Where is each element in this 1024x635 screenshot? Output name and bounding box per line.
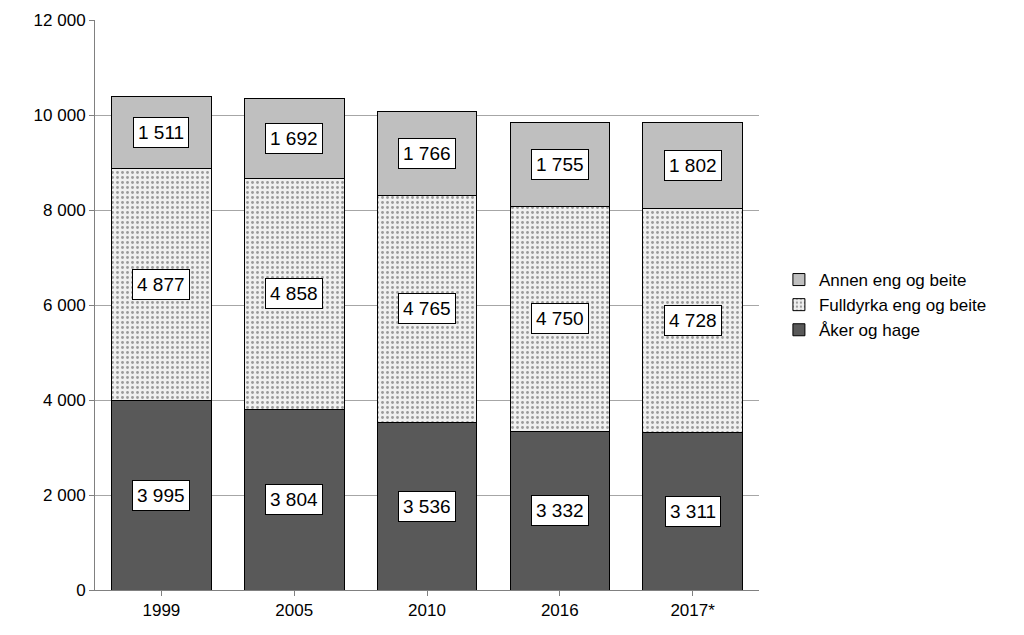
svg-text:3 804: 3 804 (270, 489, 318, 510)
svg-text:4 765: 4 765 (403, 298, 451, 319)
svg-text:2005: 2005 (275, 601, 313, 620)
svg-text:1 766: 1 766 (403, 143, 451, 164)
svg-text:2 000: 2 000 (43, 486, 86, 505)
svg-text:1 755: 1 755 (536, 154, 584, 175)
svg-text:4 000: 4 000 (43, 391, 86, 410)
svg-text:0: 0 (76, 581, 85, 600)
svg-text:2010: 2010 (408, 601, 446, 620)
svg-text:2016: 2016 (541, 601, 579, 620)
svg-text:8 000: 8 000 (43, 201, 86, 220)
svg-text:10 000: 10 000 (34, 106, 86, 125)
svg-text:3 995: 3 995 (137, 485, 185, 506)
svg-text:4 877: 4 877 (137, 274, 185, 295)
svg-text:1 692: 1 692 (270, 128, 318, 149)
svg-text:4 858: 4 858 (270, 283, 318, 304)
svg-text:2017*: 2017* (670, 601, 715, 620)
svg-text:Annen eng og beite: Annen eng og beite (819, 271, 966, 290)
svg-text:3 311: 3 311 (670, 501, 716, 522)
svg-text:Åker og hage: Åker og hage (819, 321, 920, 340)
svg-text:Fulldyrka eng og beite: Fulldyrka eng og beite (819, 296, 986, 315)
svg-text:4 728: 4 728 (669, 310, 717, 331)
svg-text:3 536: 3 536 (403, 496, 451, 517)
svg-text:6 000: 6 000 (43, 296, 86, 315)
svg-text:1999: 1999 (142, 601, 180, 620)
svg-text:1 511: 1 511 (138, 122, 184, 143)
svg-text:1 802: 1 802 (669, 155, 717, 176)
svg-text:12 000: 12 000 (34, 11, 86, 30)
svg-text:4 750: 4 750 (536, 308, 584, 329)
svg-text:3 332: 3 332 (536, 500, 584, 521)
